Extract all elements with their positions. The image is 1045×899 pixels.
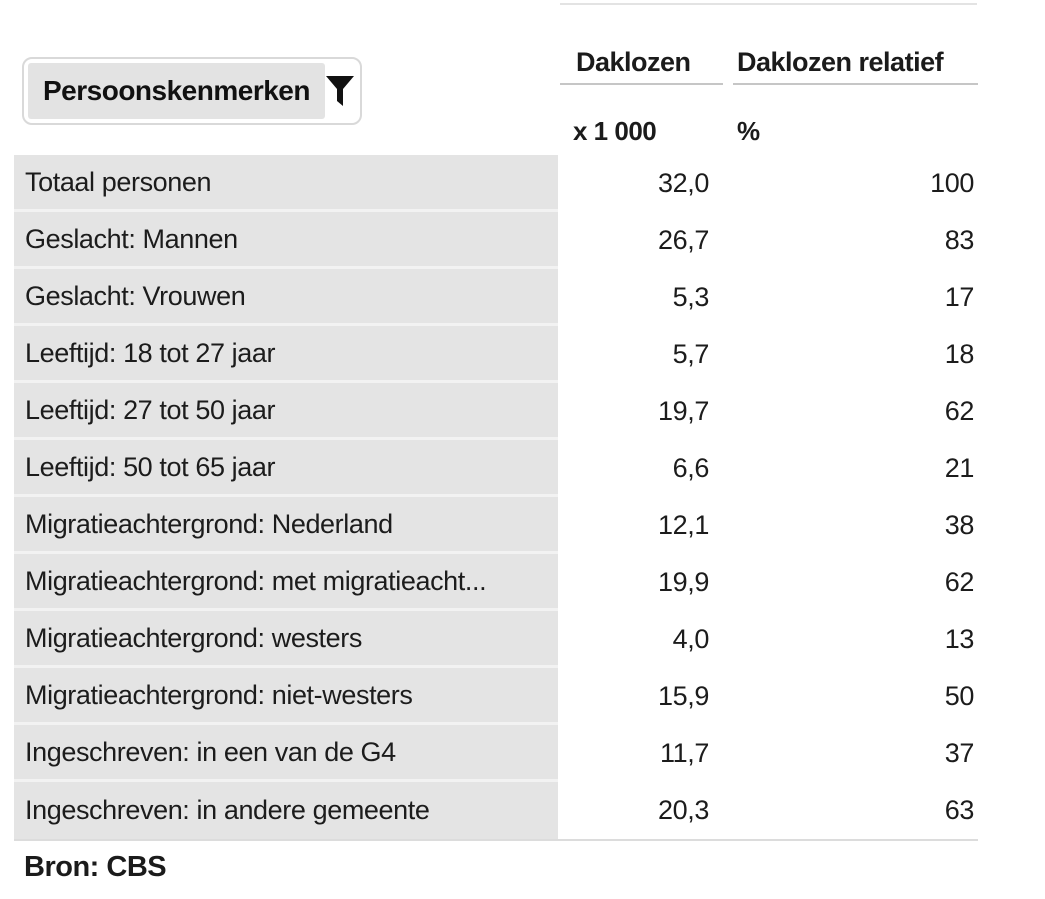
table-row: Ingeschreven: in een van de G4 11,7 37 — [14, 725, 978, 782]
column-header-daklozen: Daklozen — [576, 47, 691, 77]
table-row: Migratieachtergrond: Nederland 12,1 38 — [14, 497, 978, 554]
table-bottom-rule — [14, 839, 978, 841]
table-row: Geslacht: Mannen 26,7 83 — [14, 212, 978, 269]
row-label: Geslacht: Vrouwen — [14, 269, 558, 326]
row-label: Migratieachtergrond: Nederland — [14, 497, 558, 554]
table-row: Ingeschreven: in andere gemeente 20,3 63 — [14, 782, 978, 839]
row-label: Leeftijd: 27 tot 50 jaar — [14, 383, 558, 440]
row-value-relatief: 21 — [723, 440, 978, 497]
row-label: Migratieachtergrond: niet-westers — [14, 668, 558, 725]
row-label: Ingeschreven: in andere gemeente — [14, 782, 558, 839]
table-row: Migratieachtergrond: niet-westers 15,9 5… — [14, 668, 978, 725]
source-attribution: Bron: CBS — [24, 851, 167, 883]
row-value-relatief: 17 — [723, 269, 978, 326]
row-value-relatief: 13 — [723, 611, 978, 668]
row-value-relatief: 62 — [723, 554, 978, 611]
row-value-daklozen: 5,7 — [558, 326, 723, 383]
row-value-relatief: 63 — [723, 782, 978, 839]
column-unit-percent: % — [737, 116, 760, 146]
filter-button-label: Persoonskenmerken — [28, 63, 325, 119]
column-unit-x1000: x 1 000 — [573, 116, 657, 146]
persoonskenmerken-filter-button[interactable]: Persoonskenmerken — [22, 57, 362, 125]
table-row: Migratieachtergrond: met migratieacht...… — [14, 554, 978, 611]
row-value-daklozen: 19,7 — [558, 383, 723, 440]
data-table: Totaal personen 32,0 100 Geslacht: Manne… — [14, 155, 978, 839]
row-value-relatief: 62 — [723, 383, 978, 440]
row-value-relatief: 18 — [723, 326, 978, 383]
row-value-daklozen: 26,7 — [558, 212, 723, 269]
row-value-relatief: 100 — [723, 155, 978, 212]
row-value-daklozen: 15,9 — [558, 668, 723, 725]
filter-funnel-icon — [324, 63, 356, 119]
column-header-rule-2 — [733, 83, 978, 85]
row-label: Migratieachtergrond: westers — [14, 611, 558, 668]
row-value-relatief: 83 — [723, 212, 978, 269]
table-row: Leeftijd: 50 tot 65 jaar 6,6 21 — [14, 440, 978, 497]
table-row: Totaal personen 32,0 100 — [14, 155, 978, 212]
row-value-daklozen: 6,6 — [558, 440, 723, 497]
column-header-rule-1 — [560, 83, 723, 85]
column-header-daklozen-relatief: Daklozen relatief — [737, 47, 944, 77]
row-label: Totaal personen — [14, 155, 558, 212]
row-label: Leeftijd: 18 tot 27 jaar — [14, 326, 558, 383]
table-row: Geslacht: Vrouwen 5,3 17 — [14, 269, 978, 326]
row-value-relatief: 37 — [723, 725, 978, 782]
row-value-daklozen: 20,3 — [558, 782, 723, 839]
row-value-daklozen: 11,7 — [558, 725, 723, 782]
row-label: Geslacht: Mannen — [14, 212, 558, 269]
row-value-relatief: 38 — [723, 497, 978, 554]
row-value-daklozen: 32,0 — [558, 155, 723, 212]
table-row: Migratieachtergrond: westers 4,0 13 — [14, 611, 978, 668]
row-label: Leeftijd: 50 tot 65 jaar — [14, 440, 558, 497]
row-value-daklozen: 19,9 — [558, 554, 723, 611]
table-row: Leeftijd: 27 tot 50 jaar 19,7 62 — [14, 383, 978, 440]
row-label: Migratieachtergrond: met migratieacht... — [14, 554, 558, 611]
table-top-rule — [560, 3, 977, 5]
row-value-daklozen: 12,1 — [558, 497, 723, 554]
row-label: Ingeschreven: in een van de G4 — [14, 725, 558, 782]
table-row: Leeftijd: 18 tot 27 jaar 5,7 18 — [14, 326, 978, 383]
row-value-daklozen: 4,0 — [558, 611, 723, 668]
row-value-daklozen: 5,3 — [558, 269, 723, 326]
row-value-relatief: 50 — [723, 668, 978, 725]
